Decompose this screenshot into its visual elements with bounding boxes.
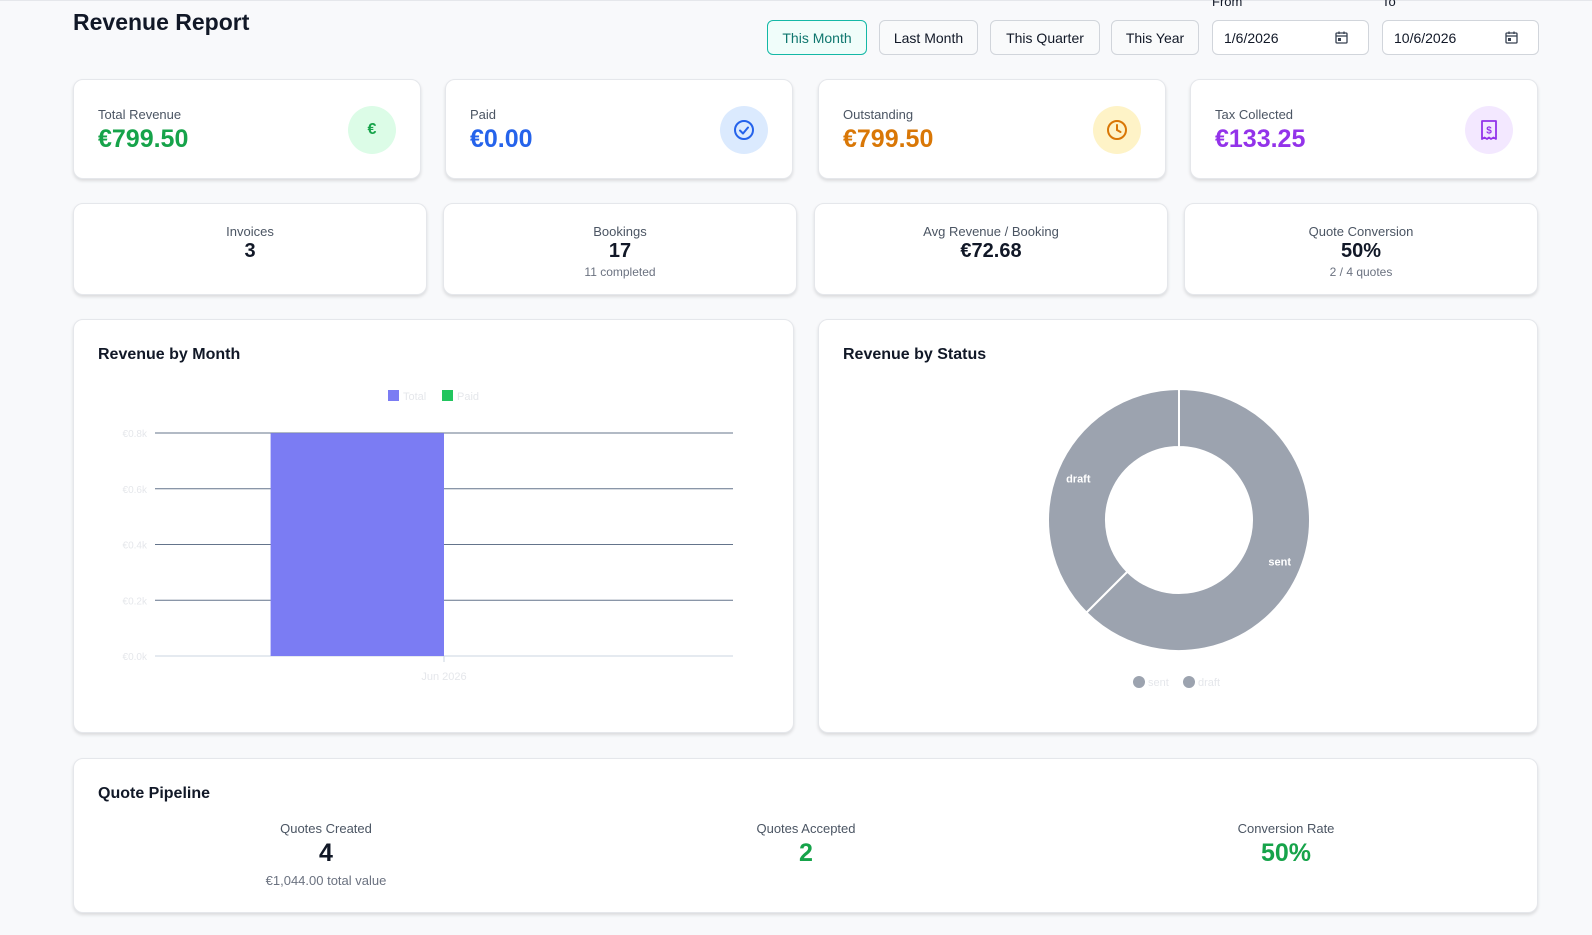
slice-label-sent: sent bbox=[1268, 557, 1291, 569]
avg-revenue-value: €72.68 bbox=[960, 240, 1022, 262]
x-tick-label: Jun 2026 bbox=[421, 671, 466, 683]
quotes-created-sub: €1,044.00 total value bbox=[265, 873, 387, 888]
y-tick-label: €0.6k bbox=[123, 485, 148, 496]
conversion-rate-label: Conversion Rate bbox=[1237, 821, 1335, 836]
y-tick-label: €0.2k bbox=[123, 596, 148, 607]
euro-icon: € bbox=[348, 106, 396, 154]
revenue-by-status-chart: sent draft sent draft bbox=[1047, 387, 1311, 689]
legend-swatch-total bbox=[388, 390, 399, 401]
paid-label: Paid bbox=[470, 107, 497, 122]
period-last-month-button[interactable]: Last Month bbox=[879, 20, 978, 55]
check-circle-icon bbox=[720, 106, 768, 154]
outstanding-label: Outstanding bbox=[843, 107, 914, 122]
revenue-by-month-title: Revenue by Month bbox=[98, 346, 241, 363]
clock-icon bbox=[1093, 106, 1141, 154]
total-revenue-value: €799.50 bbox=[98, 125, 189, 153]
legend-label-draft: draft bbox=[1198, 677, 1220, 689]
quotes-accepted-value: 2 bbox=[799, 839, 813, 867]
receipt-icon: $ bbox=[1465, 106, 1513, 154]
to-label: To bbox=[1382, 0, 1396, 9]
period-this-year-button[interactable]: This Year bbox=[1111, 20, 1199, 55]
quotes-created-stat: Quotes Created 4 €1,044.00 total value bbox=[176, 821, 476, 888]
bookings-label: Bookings bbox=[593, 224, 647, 239]
quote-conversion-card: Quote Conversion 50% 2 / 4 quotes bbox=[1184, 203, 1538, 295]
quotes-accepted-stat: Quotes Accepted 2 bbox=[656, 821, 956, 868]
calendar-icon[interactable] bbox=[1335, 31, 1348, 44]
paid-value: €0.00 bbox=[470, 125, 533, 153]
quote-pipeline-card: Quote Pipeline Quotes Created 4 €1,044.0… bbox=[73, 758, 1538, 913]
legend-swatch-paid bbox=[442, 390, 453, 401]
calendar-icon[interactable] bbox=[1505, 31, 1518, 44]
tax-collected-label: Tax Collected bbox=[1215, 107, 1294, 122]
bar-total bbox=[270, 433, 444, 656]
bookings-sub: 11 completed bbox=[584, 265, 656, 279]
from-label: From bbox=[1212, 0, 1243, 9]
svg-text:$: $ bbox=[1486, 126, 1492, 137]
revenue-by-month-card: Revenue by Month Total Paid €0.0k €0.2k €0.4… bbox=[73, 319, 794, 733]
period-this-quarter-button[interactable]: This Quarter bbox=[990, 20, 1100, 55]
quote-conversion-label: Quote Conversion bbox=[1308, 224, 1414, 239]
quotes-accepted-label: Quotes Accepted bbox=[756, 821, 856, 836]
donut-slice-draft bbox=[1047, 387, 1180, 615]
from-date-input[interactable]: 1/6/2026 bbox=[1212, 20, 1369, 55]
legend-swatch-draft bbox=[1183, 676, 1195, 688]
period-this-month-button[interactable]: This Month bbox=[767, 20, 867, 55]
avg-revenue-label: Avg Revenue / Booking bbox=[923, 224, 1059, 239]
conversion-rate-stat: Conversion Rate 50% bbox=[1136, 821, 1436, 868]
y-tick-label: €0.4k bbox=[123, 541, 148, 552]
quotes-created-label: Quotes Created bbox=[280, 821, 372, 836]
legend-label-paid: Paid bbox=[457, 391, 479, 403]
revenue-by-status-card: Revenue by Status sent draft sent draft bbox=[818, 319, 1538, 733]
revenue-by-month-chart: Total Paid €0.0k €0.2k €0.4k €0.6k €0.8k Jun 20… bbox=[123, 390, 733, 683]
from-date-value: 1/6/2026 bbox=[1224, 29, 1279, 46]
y-tick-label: €0.8k bbox=[123, 429, 148, 440]
tax-collected-card: Tax Collected €133.25 $ bbox=[1190, 79, 1538, 179]
tax-collected-value: €133.25 bbox=[1215, 125, 1306, 153]
invoices-label: Invoices bbox=[226, 224, 274, 239]
avg-revenue-card: Avg Revenue / Booking €72.68 bbox=[814, 203, 1168, 295]
donut-slice-sent bbox=[1084, 387, 1311, 652]
to-date-value: 10/6/2026 bbox=[1394, 29, 1457, 46]
invoices-card: Invoices 3 bbox=[73, 203, 427, 295]
quote-conversion-value: 50% bbox=[1340, 240, 1382, 262]
total-revenue-label: Total Revenue bbox=[98, 107, 182, 122]
paid-card: Paid €0.00 bbox=[445, 79, 793, 179]
bookings-value: 17 bbox=[608, 240, 632, 262]
bookings-card: Bookings 17 11 completed bbox=[443, 203, 797, 295]
to-date-input[interactable]: 10/6/2026 bbox=[1382, 20, 1539, 55]
legend-swatch-sent bbox=[1133, 676, 1145, 688]
legend-label-sent: sent bbox=[1148, 677, 1169, 689]
y-tick-label: €0.0k bbox=[123, 652, 148, 663]
total-revenue-card: Total Revenue €799.50 € bbox=[73, 79, 421, 179]
legend-label-total: Total bbox=[403, 391, 426, 403]
slice-label-draft: draft bbox=[1066, 473, 1091, 485]
page-title: Revenue Report bbox=[73, 9, 250, 35]
quote-conversion-sub: 2 / 4 quotes bbox=[1329, 265, 1393, 279]
revenue-by-status-title: Revenue by Status bbox=[843, 346, 987, 363]
conversion-rate-value: 50% bbox=[1260, 839, 1312, 867]
quote-pipeline-title: Quote Pipeline bbox=[98, 785, 211, 802]
invoices-value: 3 bbox=[244, 240, 256, 262]
outstanding-card: Outstanding €799.50 bbox=[818, 79, 1166, 179]
outstanding-value: €799.50 bbox=[843, 125, 934, 153]
quotes-created-value: 4 bbox=[319, 839, 333, 867]
